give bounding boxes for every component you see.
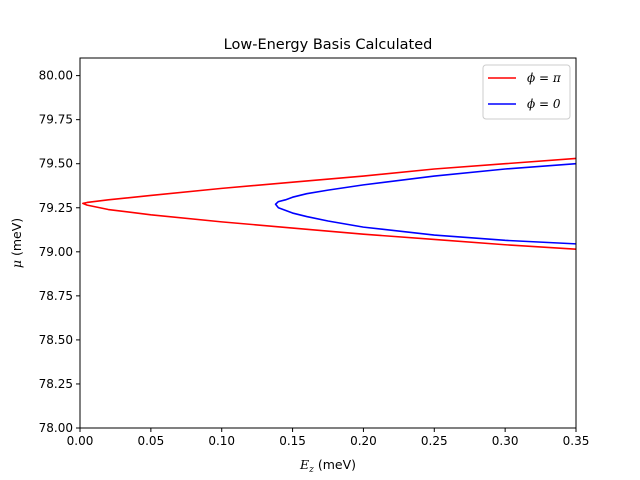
y-axis-label-rest: (meV) — [9, 218, 24, 260]
legend: ϕ = π ϕ = 0 — [482, 64, 571, 120]
x-tick-label: 0.25 — [421, 434, 448, 448]
y-tick-label: 79.25 — [39, 201, 73, 215]
y-tick-label: 78.00 — [39, 421, 73, 435]
x-axis-label-main: E — [299, 457, 309, 472]
x-tick-label: 0.15 — [279, 434, 306, 448]
series-line-0 — [82, 157, 576, 250]
series-line-1 — [274, 162, 576, 245]
y-axis-label: μ (meV) — [9, 218, 24, 268]
y-tick-label: 78.75 — [39, 289, 73, 303]
x-tick-label: 0.10 — [208, 434, 235, 448]
x-tick-label: 0.00 — [67, 434, 94, 448]
x-tick-label: 0.05 — [137, 434, 164, 448]
chart-title: Low-Energy Basis Calculated — [224, 37, 433, 53]
y-tick-label: 79.50 — [39, 157, 73, 171]
y-tick-label: 78.25 — [39, 377, 73, 391]
x-axis-label-sub: z — [308, 465, 314, 475]
y-axis-label-main: μ — [9, 260, 24, 268]
x-tick-label: 0.30 — [492, 434, 519, 448]
y-tick-label: 79.00 — [39, 245, 73, 259]
plot-area — [80, 58, 576, 428]
legend-label-1: ϕ = 0 — [527, 97, 561, 111]
y-tick-label: 80.00 — [39, 69, 73, 83]
legend-label-0: ϕ = π — [527, 71, 562, 85]
plot-frame — [79, 57, 577, 429]
x-axis-label-rest: (meV) — [314, 457, 356, 472]
x-tick-label: 0.20 — [350, 434, 377, 448]
x-tick-label: 0.35 — [563, 434, 590, 448]
x-axis-label: Ez (meV) — [299, 457, 356, 475]
x-ticks: 0.00 0.05 0.10 0.15 0.20 0.25 0.30 0.35 — [67, 428, 590, 448]
series-lines — [82, 157, 576, 250]
y-tick-label: 79.75 — [39, 113, 73, 127]
y-ticks: 78.00 78.25 78.50 78.75 79.00 79.25 79.50 79.75… — [39, 69, 80, 435]
y-tick-label: 78.50 — [39, 333, 73, 347]
